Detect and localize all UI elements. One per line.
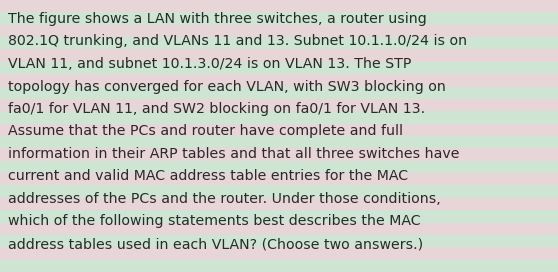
Text: information in their ARP tables and that all three switches have: information in their ARP tables and that… [8, 147, 459, 161]
Text: which of the following statements best describes the MAC: which of the following statements best d… [8, 215, 421, 228]
Text: current and valid MAC address table entries for the MAC: current and valid MAC address table entr… [8, 169, 408, 184]
Text: fa0/1 for VLAN 11, and SW2 blocking on fa0/1 for VLAN 13.: fa0/1 for VLAN 11, and SW2 blocking on f… [8, 102, 425, 116]
Text: topology has converged for each VLAN, with SW3 blocking on: topology has converged for each VLAN, wi… [8, 79, 446, 94]
Text: address tables used in each VLAN? (Choose two answers.): address tables used in each VLAN? (Choos… [8, 237, 423, 251]
Text: 802.1Q trunking, and VLANs 11 and 13. Subnet 10.1.1.0/24 is on: 802.1Q trunking, and VLANs 11 and 13. Su… [8, 35, 467, 48]
Text: The figure shows a LAN with three switches, a router using: The figure shows a LAN with three switch… [8, 12, 427, 26]
Text: Assume that the PCs and router have complete and full: Assume that the PCs and router have comp… [8, 125, 403, 138]
Text: VLAN 11, and subnet 10.1.3.0/24 is on VLAN 13. The STP: VLAN 11, and subnet 10.1.3.0/24 is on VL… [8, 57, 411, 71]
Text: addresses of the PCs and the router. Under those conditions,: addresses of the PCs and the router. Und… [8, 192, 441, 206]
